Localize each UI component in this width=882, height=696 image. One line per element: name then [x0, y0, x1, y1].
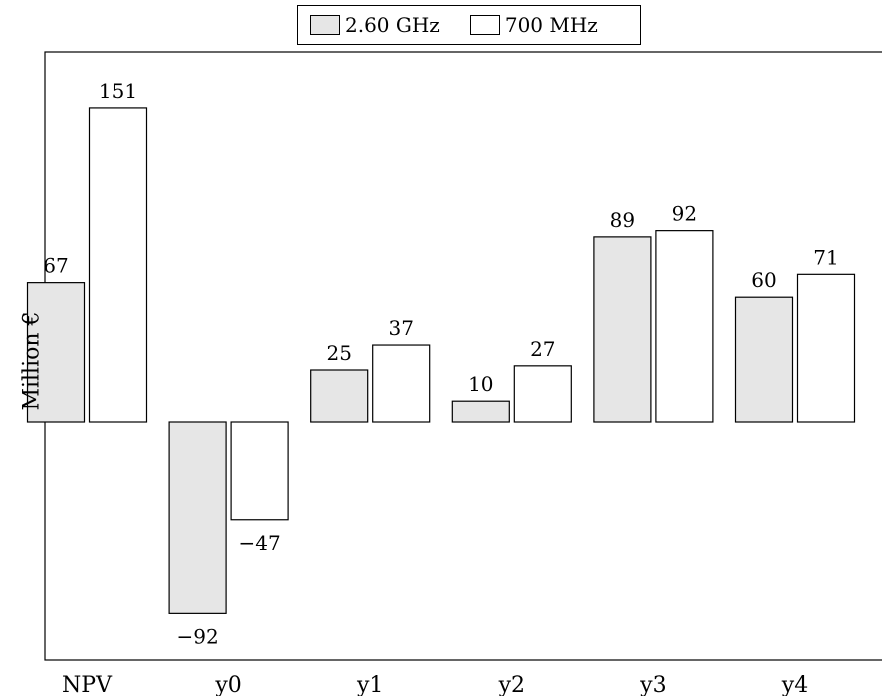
x-tick-label-NPV: NPV [62, 673, 113, 696]
legend: 2.60 GHz 700 MHz [297, 5, 641, 45]
value-label-y4-series-1: 60 [751, 268, 776, 292]
value-label-y2-series-2: 27 [530, 337, 555, 361]
value-label-y2-series-1: 10 [468, 372, 493, 396]
bar-y4-series-1 [734, 296, 794, 423]
value-label-y0-series-1: −92 [176, 624, 218, 648]
x-tick-label-y1: y1 [356, 673, 383, 696]
bar-y3-series-2 [655, 230, 714, 423]
legend-item-series-2: 700 MHz [469, 13, 598, 37]
value-labels-layer: 67 151 −92 −47 25 37 10 27 89 92 60 71 [43, 79, 838, 648]
bar-y1-series-1 [310, 369, 369, 423]
x-tick-labels: NPV y0 y1 y2 y3 y4 [62, 673, 808, 696]
x-tick-label-y0: y0 [214, 673, 241, 696]
legend-label-series-1: 2.60 GHz [345, 13, 440, 37]
value-label-NPV-series-2: 151 [99, 79, 137, 103]
legend-item-series-1: 2.60 GHz [310, 13, 440, 37]
bar-NPV-series-2 [88, 107, 148, 423]
bar-y2-series-1 [451, 400, 510, 423]
bar-y4-series-2 [796, 273, 856, 423]
bar-y0-series-1 [168, 421, 227, 614]
value-label-y1-series-2: 37 [388, 316, 413, 340]
bar-y1-series-2 [372, 344, 431, 423]
bar-y0-series-2 [230, 421, 289, 521]
value-label-y3-series-1: 89 [610, 208, 635, 232]
legend-swatch-series-2 [469, 15, 500, 35]
value-label-y0-series-2: −47 [238, 531, 280, 555]
legend-label-series-2: 700 MHz [504, 13, 598, 37]
x-tick-label-y3: y3 [639, 673, 666, 696]
bars-layer [26, 107, 856, 614]
value-label-y1-series-1: 25 [326, 341, 351, 365]
x-tick-label-y4: y4 [781, 673, 808, 696]
legend-swatch-series-1 [310, 15, 340, 35]
bar-y3-series-1 [593, 236, 652, 423]
value-label-y3-series-2: 92 [672, 202, 697, 226]
value-label-y4-series-2: 71 [813, 245, 838, 269]
bar-NPV-series-1 [26, 282, 86, 423]
bar-y2-series-2 [513, 365, 572, 423]
y-axis-label: Million € [19, 311, 45, 411]
x-tick-label-y2: y2 [498, 673, 525, 696]
value-label-NPV-series-1: 67 [43, 254, 68, 278]
